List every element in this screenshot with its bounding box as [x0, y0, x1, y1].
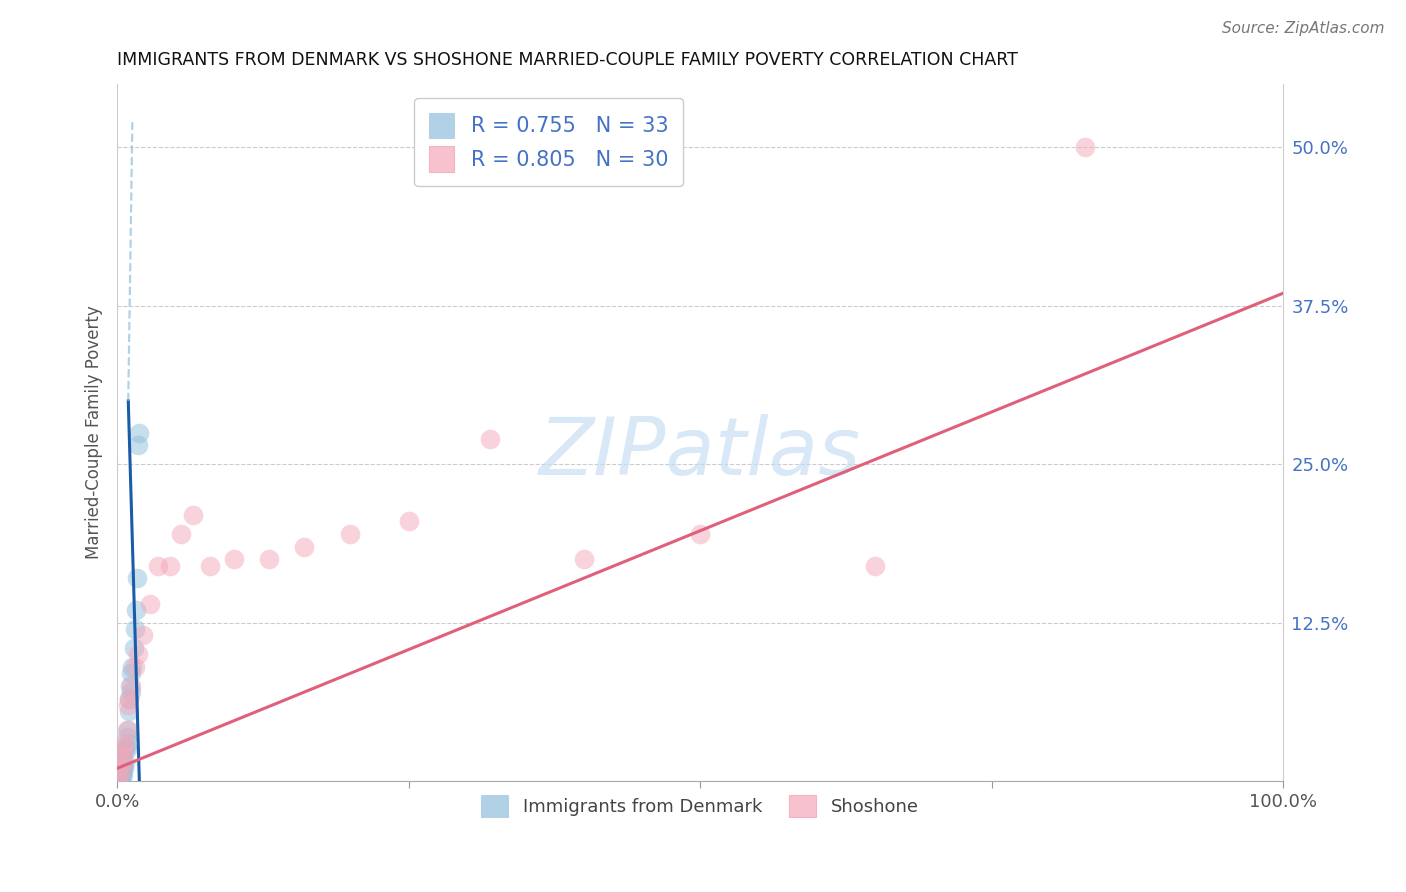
Point	[114, 755, 136, 769]
Point	[124, 622, 146, 636]
Point	[125, 571, 148, 585]
Point	[120, 666, 142, 681]
Point	[115, 742, 138, 756]
Point	[118, 704, 141, 718]
Point	[111, 748, 134, 763]
Point	[339, 527, 361, 541]
Point	[572, 552, 595, 566]
Point	[159, 558, 181, 573]
Point	[111, 755, 134, 769]
Point	[118, 691, 141, 706]
Point	[110, 774, 132, 789]
Point	[108, 767, 131, 781]
Legend: Immigrants from Denmark, Shoshone: Immigrants from Denmark, Shoshone	[474, 788, 927, 824]
Point	[111, 748, 134, 763]
Point	[181, 508, 204, 522]
Point	[114, 742, 136, 756]
Point	[111, 767, 134, 781]
Text: IMMIGRANTS FROM DENMARK VS SHOSHONE MARRIED-COUPLE FAMILY POVERTY CORRELATION CH: IMMIGRANTS FROM DENMARK VS SHOSHONE MARR…	[117, 51, 1018, 69]
Point	[114, 736, 136, 750]
Point	[398, 514, 420, 528]
Point	[107, 761, 129, 775]
Point	[110, 761, 132, 775]
Point	[117, 723, 139, 738]
Point	[110, 761, 132, 775]
Point	[1074, 140, 1097, 154]
Point	[128, 425, 150, 440]
Point	[127, 438, 149, 452]
Point	[132, 628, 155, 642]
Point	[107, 767, 129, 781]
Point	[122, 640, 145, 655]
Point	[170, 527, 193, 541]
Point	[863, 558, 886, 573]
Point	[689, 527, 711, 541]
Point	[200, 558, 222, 573]
Point	[115, 723, 138, 738]
Point	[111, 767, 134, 781]
Point	[108, 767, 131, 781]
Point	[107, 774, 129, 789]
Point	[112, 761, 135, 775]
Point	[111, 761, 134, 775]
Point	[127, 648, 149, 662]
Point	[115, 730, 138, 744]
Point	[120, 679, 142, 693]
Point	[112, 742, 135, 756]
Point	[146, 558, 169, 573]
Point	[111, 755, 134, 769]
Text: Source: ZipAtlas.com: Source: ZipAtlas.com	[1222, 21, 1385, 36]
Point	[111, 761, 134, 775]
Point	[110, 767, 132, 781]
Point	[117, 736, 139, 750]
Point	[118, 679, 141, 693]
Point	[222, 552, 245, 566]
Point	[292, 540, 315, 554]
Text: ZIPatlas: ZIPatlas	[538, 415, 862, 492]
Point	[117, 698, 139, 712]
Point	[125, 603, 148, 617]
Point	[121, 660, 143, 674]
Point	[118, 691, 141, 706]
Point	[139, 597, 162, 611]
Point	[479, 432, 502, 446]
Point	[120, 685, 142, 699]
Point	[108, 755, 131, 769]
Point	[112, 742, 135, 756]
Point	[124, 660, 146, 674]
Y-axis label: Married-Couple Family Poverty: Married-Couple Family Poverty	[86, 306, 103, 559]
Point	[257, 552, 280, 566]
